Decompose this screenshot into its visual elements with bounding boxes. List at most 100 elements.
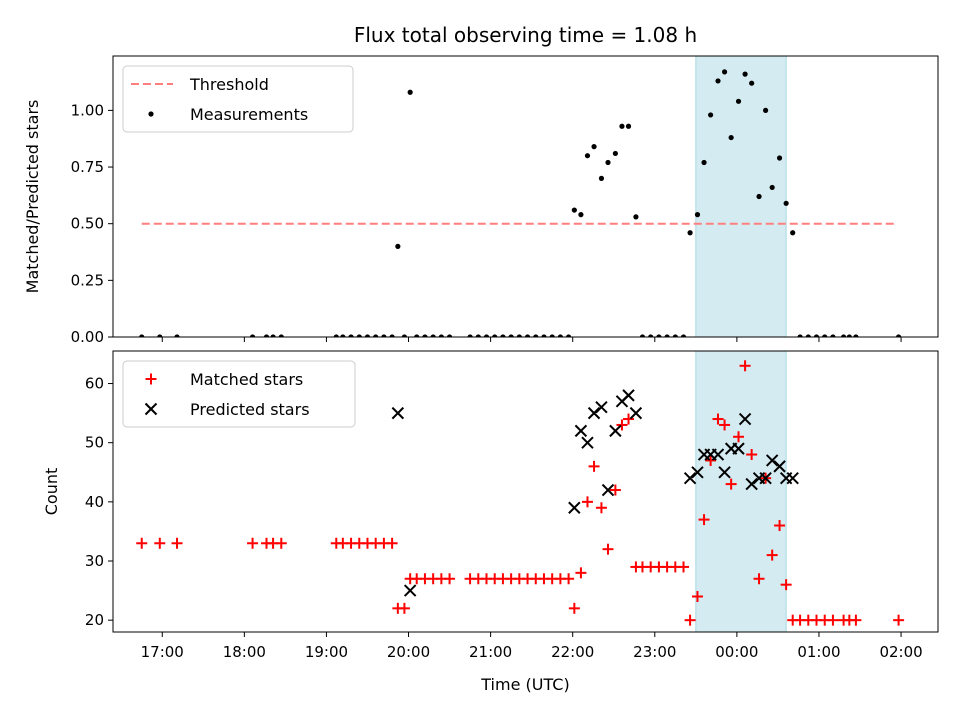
data-point xyxy=(373,334,379,337)
data-point xyxy=(247,537,259,549)
data-point xyxy=(598,175,605,181)
data-point xyxy=(430,334,436,337)
data-point xyxy=(605,159,611,166)
data-point xyxy=(664,334,670,337)
data-point xyxy=(483,334,490,337)
data-point xyxy=(705,454,717,466)
data-point xyxy=(733,431,745,443)
data-point xyxy=(508,334,514,337)
data-point xyxy=(398,602,410,614)
data-point xyxy=(340,334,346,337)
data-point xyxy=(678,561,690,573)
data-point xyxy=(840,334,847,337)
data-point xyxy=(533,334,539,337)
data-point xyxy=(348,334,354,337)
x-tick-label: 01:00 xyxy=(797,643,840,661)
data-point xyxy=(623,413,635,425)
highlight-span xyxy=(695,55,787,338)
data-point xyxy=(691,591,703,603)
data-point xyxy=(557,334,563,337)
data-point xyxy=(612,150,618,157)
x-tick-label: 02:00 xyxy=(879,643,922,661)
data-point xyxy=(830,334,836,337)
data-point xyxy=(563,573,575,585)
data-point xyxy=(275,537,287,549)
data-point xyxy=(746,449,758,461)
data-point xyxy=(708,112,714,118)
data-point xyxy=(850,614,862,626)
data-point xyxy=(574,424,588,438)
data-point xyxy=(783,200,789,206)
data-point xyxy=(639,334,646,337)
data-point xyxy=(500,334,506,337)
legend-box xyxy=(122,360,356,428)
data-point xyxy=(759,471,772,485)
y-tick-label: 30 xyxy=(85,552,104,570)
data-point xyxy=(765,454,779,467)
plot-frame xyxy=(112,350,939,633)
y-tick-label: 1.00 xyxy=(71,101,104,119)
data-point xyxy=(581,436,594,449)
data-point xyxy=(694,212,701,218)
data-point xyxy=(381,334,387,337)
data-point xyxy=(738,412,752,426)
data-point xyxy=(407,89,413,95)
data-point xyxy=(735,98,742,104)
data-point xyxy=(571,207,577,213)
y-tick-label: 40 xyxy=(85,493,104,511)
data-point xyxy=(565,334,572,337)
data-point xyxy=(171,537,183,549)
data-point xyxy=(680,334,687,337)
data-point xyxy=(739,360,751,372)
y-tick-label: 20 xyxy=(85,611,104,629)
data-point xyxy=(715,78,721,84)
legend-label: Predicted stars xyxy=(190,400,310,419)
legend-label: Measurements xyxy=(190,105,308,124)
data-point xyxy=(588,460,600,472)
data-point xyxy=(333,334,339,337)
data-point xyxy=(492,334,498,337)
y-tick-label: 0.00 xyxy=(71,328,104,346)
data-point xyxy=(595,502,607,514)
data-point xyxy=(446,334,453,337)
x-tick-label: 21:00 xyxy=(469,643,512,661)
highlight-span xyxy=(695,350,787,633)
y-tick-label: 50 xyxy=(85,434,104,452)
data-point xyxy=(756,193,762,200)
data-point xyxy=(797,334,803,337)
data-point xyxy=(154,537,166,549)
data-point xyxy=(893,614,905,626)
plot-area xyxy=(139,69,902,337)
legend: Threshold Measurements xyxy=(122,65,354,133)
data-point xyxy=(602,543,614,555)
data-point xyxy=(414,334,420,337)
data-point xyxy=(656,334,662,337)
data-point xyxy=(780,579,792,591)
data-point xyxy=(719,419,731,431)
data-point xyxy=(139,334,145,337)
legend-label: Matched stars xyxy=(190,370,303,389)
x-tick-label: 22:00 xyxy=(551,643,594,661)
data-point xyxy=(773,460,786,473)
data-point xyxy=(584,153,591,159)
y-axis-label: Matched/Predicted stars xyxy=(23,100,42,294)
data-point xyxy=(444,573,456,585)
data-point xyxy=(278,334,284,337)
x-axis-label: Time (UTC) xyxy=(480,675,569,694)
data-point xyxy=(609,484,621,496)
y-tick-label: 0.50 xyxy=(71,215,104,233)
data-point xyxy=(422,334,428,337)
data-point xyxy=(721,69,728,75)
data-point xyxy=(786,471,799,485)
data-point xyxy=(732,442,745,455)
x-tick-label: 18:00 xyxy=(223,643,266,661)
series-matched-stars xyxy=(136,360,905,626)
data-point xyxy=(616,419,628,431)
data-point xyxy=(629,406,643,420)
data-point xyxy=(595,400,608,414)
data-point xyxy=(609,424,622,438)
plot-area xyxy=(136,360,905,626)
data-point xyxy=(568,501,581,514)
data-point xyxy=(769,184,775,191)
